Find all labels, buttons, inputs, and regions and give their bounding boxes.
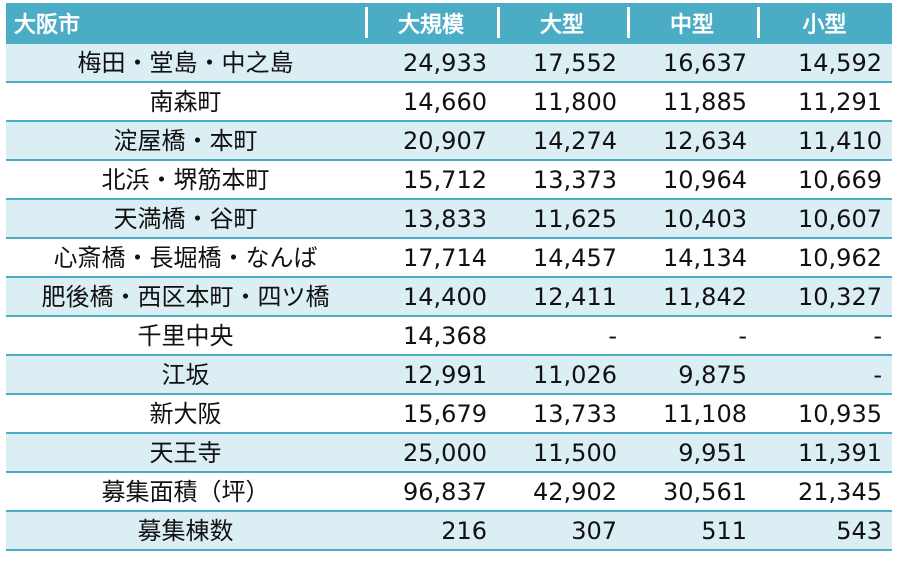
row-area-label: 心斎橋・長堀橋・なんば [6, 237, 365, 277]
cell-large: 17,552 [497, 42, 627, 82]
table-row-building-count: 募集棟数 216 307 511 543 [6, 510, 892, 551]
cell-large: 307 [497, 510, 627, 551]
cell-medium: 14,134 [627, 237, 757, 277]
cell-medium: 12,634 [627, 120, 757, 160]
cell-small: 10,962 [757, 237, 892, 277]
table-row-total-area: 募集面積（坪） 96,837 42,902 30,561 21,345 [6, 471, 892, 511]
row-area-label: 肥後橋・西区本町・四ツ橋 [6, 276, 365, 316]
cell-large: 14,457 [497, 237, 627, 277]
cell-large: 11,026 [497, 354, 627, 394]
cell-small: 10,327 [757, 276, 892, 316]
cell-large-scale: 17,714 [365, 237, 497, 277]
cell-small: - [757, 354, 892, 394]
cell-small: 11,410 [757, 120, 892, 160]
cell-medium: 9,951 [627, 432, 757, 472]
row-area-label: 募集棟数 [6, 510, 365, 551]
cell-large-scale: 12,991 [365, 354, 497, 394]
table-row: 天満橋・谷町 13,833 11,625 10,403 10,607 [6, 198, 892, 238]
rent-table: 大阪市 大規模 大型 中型 小型 梅田・堂島・中之島 24,933 17,552… [6, 3, 892, 551]
header-row: 大阪市 大規模 大型 中型 小型 [6, 3, 892, 43]
table-row: 千里中央 14,368 - - - [6, 315, 892, 355]
cell-medium: 11,108 [627, 393, 757, 433]
cell-small: 21,345 [757, 471, 892, 511]
cell-small: - [757, 315, 892, 355]
header-col-large: 大型 [497, 3, 627, 43]
cell-large: 14,274 [497, 120, 627, 160]
cell-medium: 9,875 [627, 354, 757, 394]
header-area: 大阪市 [14, 12, 81, 38]
cell-large-scale: 24,933 [365, 42, 497, 82]
cell-small: 11,291 [757, 81, 892, 121]
table-row: 心斎橋・長堀橋・なんば 17,714 14,457 14,134 10,962 [6, 237, 892, 277]
cell-large-scale: 25,000 [365, 432, 497, 472]
row-area-label: 江坂 [6, 354, 365, 394]
cell-medium: - [627, 315, 757, 355]
cell-medium: 11,842 [627, 276, 757, 316]
row-area-label: 梅田・堂島・中之島 [6, 42, 365, 82]
cell-medium: 511 [627, 510, 757, 551]
table-row: 梅田・堂島・中之島 24,933 17,552 16,637 14,592 [6, 42, 892, 82]
cell-small: 14,592 [757, 42, 892, 82]
cell-large-scale: 216 [365, 510, 497, 551]
row-area-label: 南森町 [6, 81, 365, 121]
cell-large: - [497, 315, 627, 355]
row-area-label: 千里中央 [6, 315, 365, 355]
cell-large-scale: 15,712 [365, 159, 497, 199]
table-row: 新大阪 15,679 13,733 11,108 10,935 [6, 393, 892, 433]
cell-large-scale: 15,679 [365, 393, 497, 433]
row-area-label: 北浜・堺筋本町 [6, 159, 365, 199]
cell-large-scale: 13,833 [365, 198, 497, 238]
cell-small: 11,391 [757, 432, 892, 472]
cell-medium: 10,403 [627, 198, 757, 238]
cell-large: 42,902 [497, 471, 627, 511]
cell-large: 11,800 [497, 81, 627, 121]
cell-large: 13,373 [497, 159, 627, 199]
cell-large-scale: 14,368 [365, 315, 497, 355]
cell-small: 10,607 [757, 198, 892, 238]
header-col-small: 小型 [757, 3, 892, 43]
table-row: 天王寺 25,000 11,500 9,951 11,391 [6, 432, 892, 472]
header-col-large-scale: 大規模 [365, 3, 497, 43]
table-row: 南森町 14,660 11,800 11,885 11,291 [6, 81, 892, 121]
cell-small: 10,935 [757, 393, 892, 433]
header-col-medium: 中型 [627, 3, 757, 43]
cell-large: 12,411 [497, 276, 627, 316]
cell-medium: 30,561 [627, 471, 757, 511]
cell-medium: 11,885 [627, 81, 757, 121]
cell-medium: 10,964 [627, 159, 757, 199]
table-row: 肥後橋・西区本町・四ツ橋 14,400 12,411 11,842 10,327 [6, 276, 892, 316]
row-area-label: 天王寺 [6, 432, 365, 472]
cell-medium: 16,637 [627, 42, 757, 82]
table-row: 北浜・堺筋本町 15,712 13,373 10,964 10,669 [6, 159, 892, 199]
cell-large: 13,733 [497, 393, 627, 433]
cell-large-scale: 14,400 [365, 276, 497, 316]
row-area-label: 募集面積（坪） [6, 471, 365, 511]
row-area-label: 新大阪 [6, 393, 365, 433]
cell-large: 11,625 [497, 198, 627, 238]
cell-small: 543 [757, 510, 892, 551]
cell-large-scale: 14,660 [365, 81, 497, 121]
cell-large: 11,500 [497, 432, 627, 472]
row-area-label: 淀屋橋・本町 [6, 120, 365, 160]
cell-small: 10,669 [757, 159, 892, 199]
table-row: 淀屋橋・本町 20,907 14,274 12,634 11,410 [6, 120, 892, 160]
row-area-label: 天満橋・谷町 [6, 198, 365, 238]
cell-large-scale: 20,907 [365, 120, 497, 160]
cell-large-scale: 96,837 [365, 471, 497, 511]
table-row: 江坂 12,991 11,026 9,875 - [6, 354, 892, 394]
